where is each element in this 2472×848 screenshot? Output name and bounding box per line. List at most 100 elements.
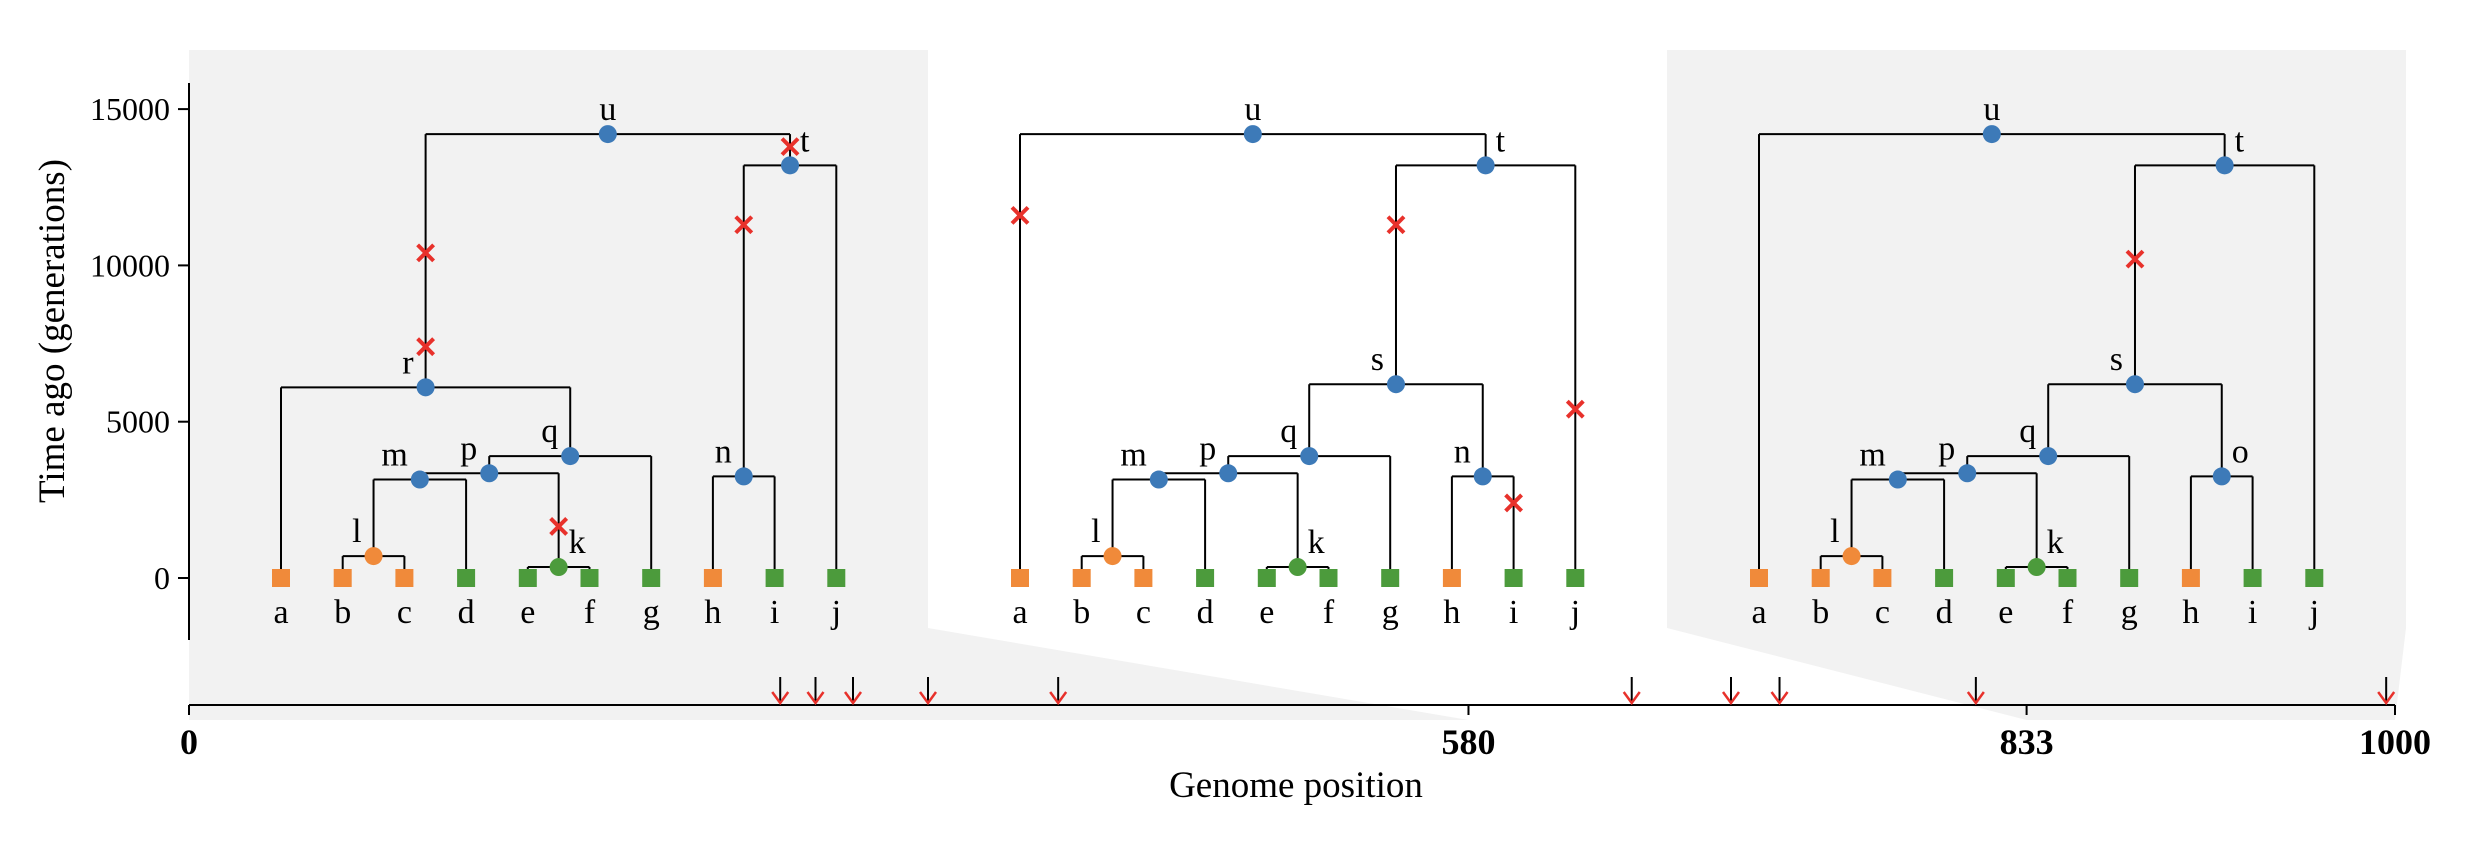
node-label-n: n <box>1454 433 1471 470</box>
node-label-q: q <box>1280 413 1297 450</box>
node-label-u: u <box>1244 91 1261 128</box>
node-t <box>781 156 800 175</box>
y-tick-label: 15000 <box>90 91 170 127</box>
node-u <box>1243 125 1262 144</box>
sample-label-h: h <box>704 594 721 631</box>
site-arrow-head <box>843 691 863 706</box>
node-k <box>549 558 568 577</box>
node-label-p: p <box>1938 430 1955 467</box>
node-label-m: m <box>1120 437 1146 474</box>
sample-label-c: c <box>1875 594 1890 631</box>
tree-interval-highlight <box>1667 50 2406 720</box>
edge-u <box>1019 133 1487 578</box>
node-p <box>480 464 499 483</box>
sample-label-f: f <box>2062 594 2074 631</box>
sample-label-f: f <box>584 594 596 631</box>
sample-node-h <box>2181 569 2200 587</box>
x-tick-label: 1000 <box>2359 722 2431 762</box>
node-n <box>1473 467 1492 486</box>
node-p <box>1219 464 1238 483</box>
sample-node-b <box>1072 569 1091 587</box>
x-tick-label: 0 <box>180 722 198 762</box>
sample-node-f <box>2058 569 2077 587</box>
edge-p <box>1157 472 1299 568</box>
sample-node-e <box>518 569 537 587</box>
edge-m <box>1111 478 1207 578</box>
x-tick-label: 833 <box>2000 722 2054 762</box>
sample-node-i <box>1504 569 1523 587</box>
node-label-t: t <box>2235 122 2245 159</box>
site-arrow-head <box>1966 691 1985 706</box>
sample-node-i <box>765 569 784 587</box>
sample-label-i: i <box>1509 594 1518 631</box>
node-l <box>364 547 383 566</box>
x-axis-ticks: 0 580 833 1000 <box>180 705 2431 762</box>
sample-node-c <box>395 569 414 587</box>
node-o <box>2212 467 2231 486</box>
sample-node-h <box>1442 569 1461 587</box>
mutation-above-j <box>1565 399 1585 419</box>
sample-label-h: h <box>2182 594 2199 631</box>
sample-node-c <box>1134 569 1153 587</box>
sample-node-b <box>1811 569 1830 587</box>
node-label-n: n <box>715 433 732 470</box>
node-label-s: s <box>2110 341 2123 378</box>
sample-label-f: f <box>1323 594 1335 631</box>
node-s <box>2125 375 2144 394</box>
sample-label-g: g <box>2121 594 2138 631</box>
sample-label-d: d <box>1936 594 1953 631</box>
y-tick-label: 5000 <box>106 404 170 440</box>
sample-label-e: e <box>1259 594 1274 631</box>
sample-node-d <box>1935 569 1954 587</box>
node-l <box>1842 547 1861 566</box>
node-k <box>2027 558 2046 577</box>
site-arrow-head <box>771 691 790 706</box>
site-arrow-head <box>1049 691 1068 706</box>
sample-label-e: e <box>1998 594 2013 631</box>
sample-label-c: c <box>397 594 412 631</box>
node-label-p: p <box>1199 430 1216 467</box>
sample-node-j <box>1566 569 1585 587</box>
sample-node-a <box>272 569 290 587</box>
node-label-q: q <box>2019 413 2036 450</box>
mutation-above-r <box>416 243 436 263</box>
sample-node-e <box>1996 569 2015 587</box>
node-label-o: o <box>2232 433 2249 470</box>
site-arrow-head <box>1622 691 1641 706</box>
sample-label-i: i <box>2248 594 2257 631</box>
sample-label-a: a <box>1012 594 1027 631</box>
sample-label-i: i <box>770 594 779 631</box>
sample-node-g <box>2120 569 2139 587</box>
y-axis-ticks: 15000 10000 5000 0 <box>90 91 189 596</box>
node-m <box>410 470 429 489</box>
tree-1: a b c d e f g h i j l k m p q r n t u <box>272 91 846 631</box>
mutation-above-t <box>780 137 800 157</box>
node-p <box>1958 464 1977 483</box>
sample-label-g: g <box>643 594 660 631</box>
node-u <box>598 125 617 144</box>
sample-node-d <box>457 569 476 587</box>
node-l <box>1103 547 1122 566</box>
sample-node-a <box>1750 569 1768 587</box>
site-arrows <box>771 677 2396 706</box>
node-label-t: t <box>1496 122 1506 159</box>
node-m <box>1888 470 1907 489</box>
site-arrow-head <box>1770 691 1789 706</box>
sample-node-j <box>827 569 846 587</box>
sample-node-d <box>1196 569 1215 587</box>
sample-label-a: a <box>273 594 288 631</box>
node-q <box>561 447 580 466</box>
y-tick-label: 10000 <box>90 247 170 283</box>
sample-label-e: e <box>520 594 535 631</box>
mutation-above-k <box>549 517 569 536</box>
x-tick-label: 580 <box>1441 722 1495 762</box>
node-n <box>734 467 753 486</box>
trees-layer: a b c d e f g h i j l k m p q r n t u a b c d e f g h i j l k m p q n s t u a b… <box>272 91 2324 631</box>
sample-label-a: a <box>1751 594 1766 631</box>
site-arrow-head <box>1721 691 1741 706</box>
sample-node-a <box>1011 569 1029 587</box>
node-q <box>1300 447 1319 466</box>
node-label-u: u <box>1983 91 2000 128</box>
sample-label-d: d <box>458 594 475 631</box>
node-label-p: p <box>460 430 477 467</box>
